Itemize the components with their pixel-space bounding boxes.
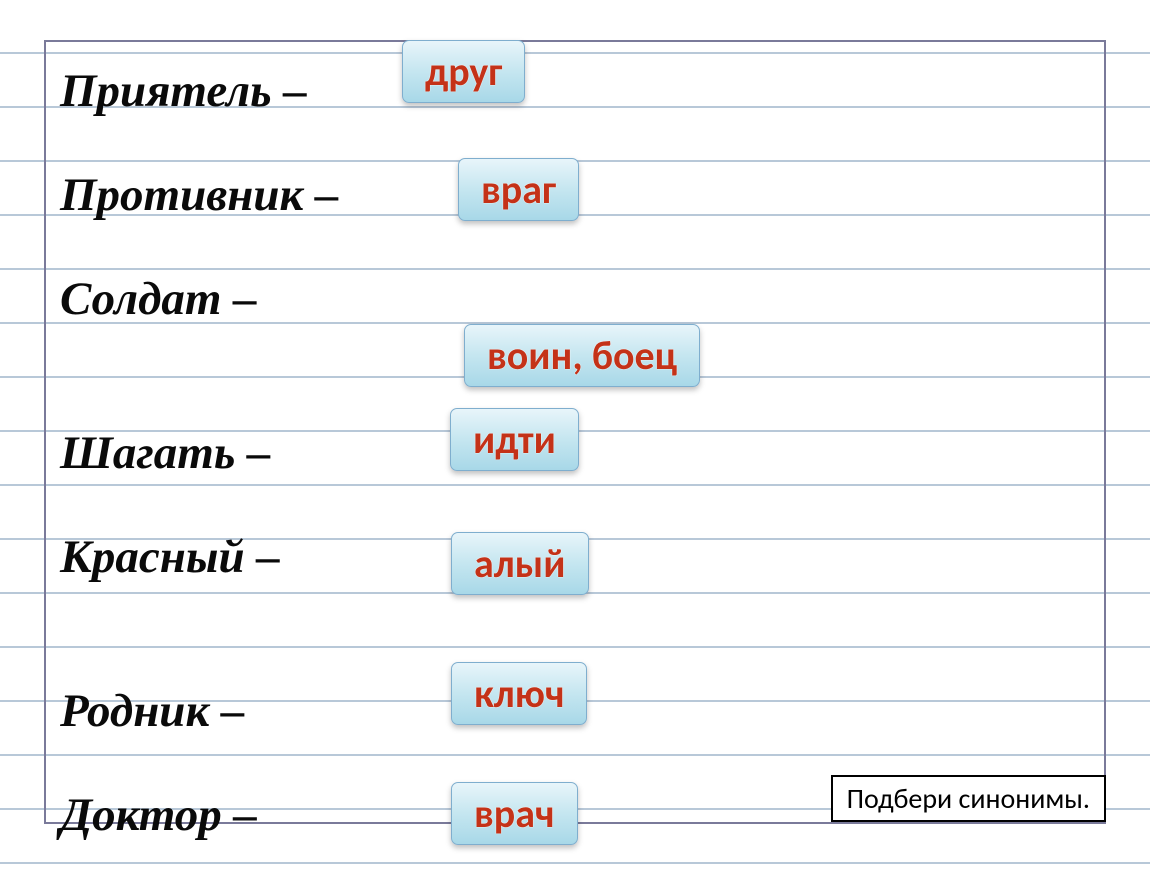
answer-box: алый <box>451 532 589 595</box>
word-row: Красный – алый <box>60 514 1090 618</box>
word-row: Солдат – воин, боец <box>60 256 1090 360</box>
word-label: Противник – <box>60 168 339 222</box>
answer-box: идти <box>450 408 579 471</box>
word-row: Приятель – друг <box>60 48 1090 152</box>
word-row: Родник – ключ <box>60 668 1090 772</box>
word-label: Родник – <box>60 684 245 738</box>
word-label: Красный – <box>60 530 280 584</box>
footer-instruction: Подбери синонимы. <box>831 775 1106 822</box>
answer-box: враг <box>458 158 579 221</box>
word-row: Противник – враг <box>60 152 1090 256</box>
word-row: Шагать – идти <box>60 410 1090 514</box>
answer-box: врач <box>451 782 578 845</box>
word-label: Шагать – <box>60 426 271 480</box>
answer-box: друг <box>402 40 525 103</box>
gap <box>60 618 1090 668</box>
word-label: Солдат – <box>60 272 257 326</box>
answer-box: воин, боец <box>464 324 700 387</box>
word-label: Доктор – <box>60 788 257 842</box>
word-label: Приятель – <box>60 64 307 118</box>
answer-box: ключ <box>451 662 587 725</box>
content-area: Приятель – друг Противник – враг Солдат … <box>60 48 1090 876</box>
